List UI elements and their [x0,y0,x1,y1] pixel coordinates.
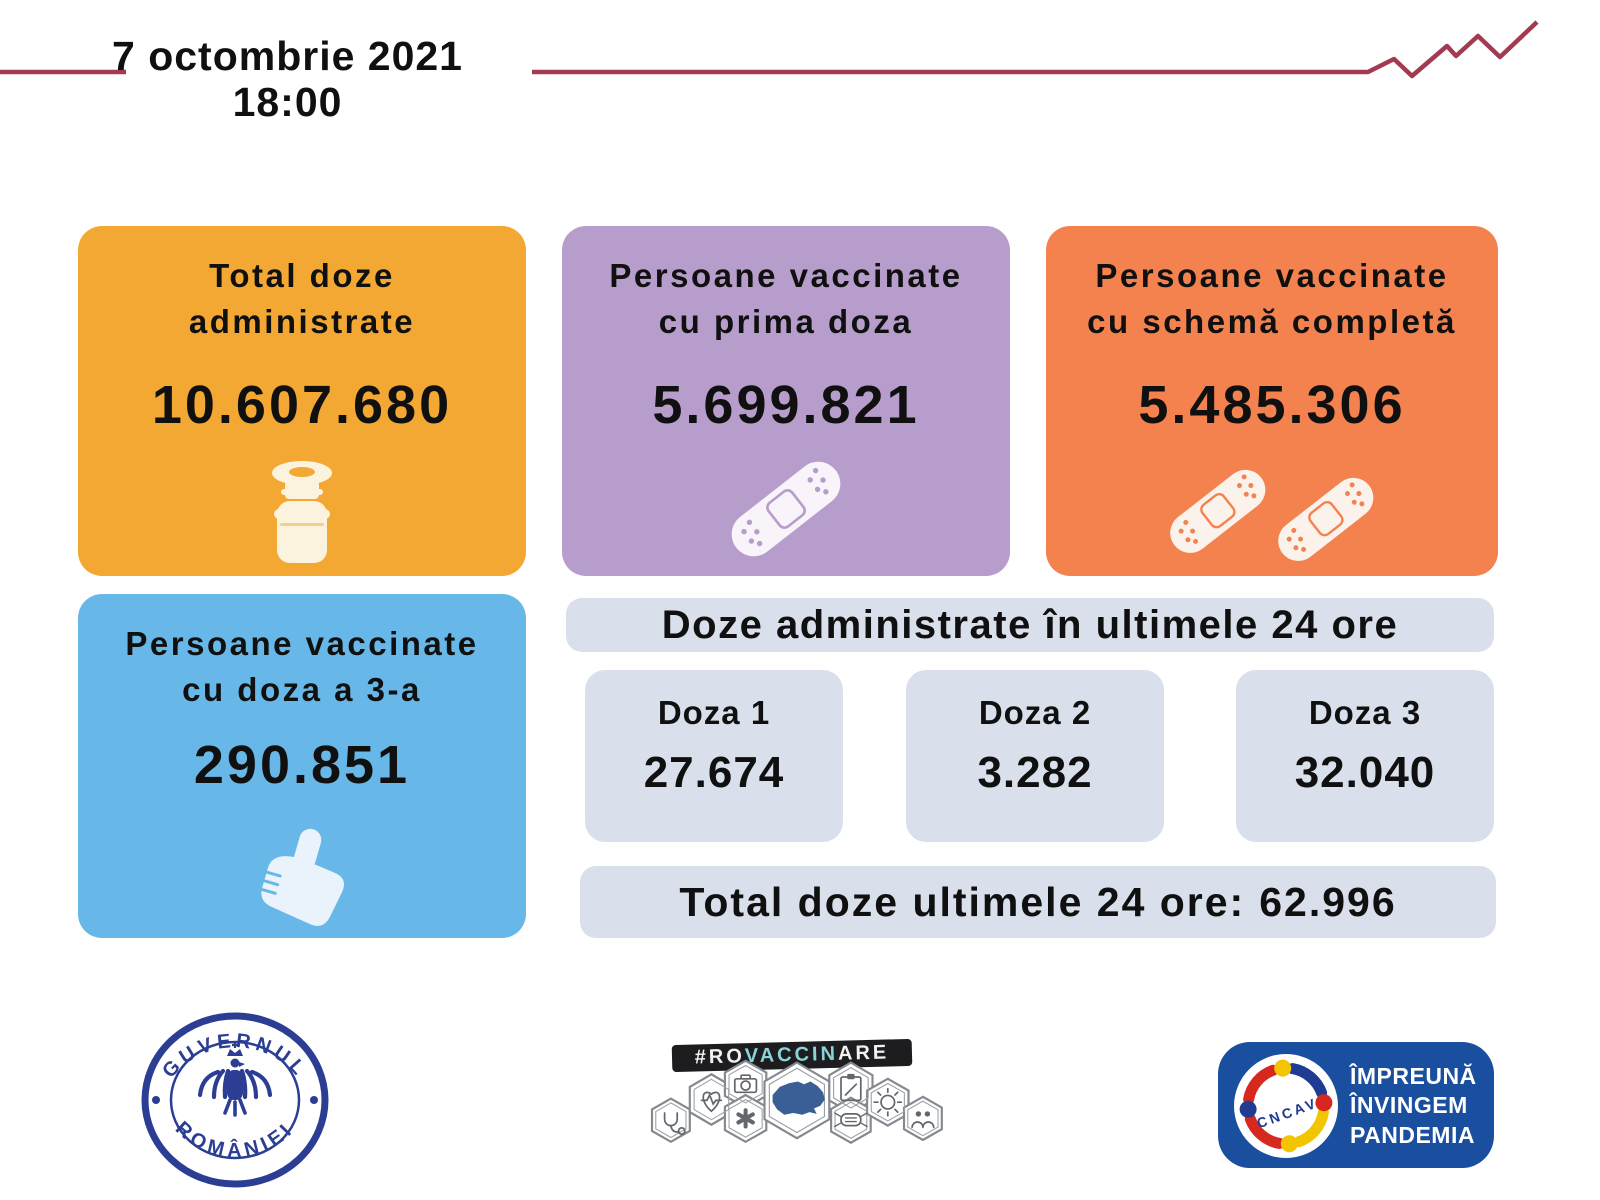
dose1-label: Doza 1 [657,694,771,731]
stat-card-first-dose: Persoane vaccinate cu prima doza 5.699.8… [562,226,1010,576]
people-icon [911,1111,935,1129]
dose1-value: 27.674 [643,748,785,797]
report-date: 7 octombrie 2021 [112,33,463,79]
stat-card-full-scheme: Persoane vaccinate cu schemă completă 5.… [1046,226,1498,576]
cncav-logo: CNCAV ÎMPREUNĂ ÎNVINGEM PANDEMIA [1218,1042,1494,1168]
last24-total-value: 62.996 [1259,878,1397,925]
card-value: 5.485.306 [1138,375,1406,435]
romania-map-icon [772,1081,825,1115]
virus-icon [873,1087,903,1117]
face-mask-icon [834,1112,868,1128]
stat-card-total-doses: Total doze administrate 10.607.680 [78,226,526,576]
dose3-box: Doza 3 32.040 [1236,670,1494,842]
last24-header: Doze administrate în ultimele 24 ore [566,598,1494,652]
medical-cross-icon [736,1108,755,1129]
card-title: Total doze administrate [188,257,416,340]
dose3-label: Doza 3 [1308,694,1422,731]
last24-total-bar: Total doze ultimele 24 ore: 62.996 [580,866,1496,938]
government-of-romania-logo: GUVERNUL ROMÂNIEI [141,1012,329,1188]
dose2-value: 3.282 [977,748,1093,797]
bandage-icon [562,454,1010,564]
cncav-slogan: ÎMPREUNĂ ÎNVINGEM PANDEMIA [1350,1063,1477,1148]
red-trend-line [0,20,1539,79]
card-value: 5.699.821 [652,375,920,435]
dose2-label: Doza 2 [978,694,1092,731]
card-value: 290.851 [193,735,411,795]
dose3-value: 32.040 [1294,748,1436,797]
card-title: Persoane vaccinate cu schemă completă [1087,257,1457,340]
card-title: Persoane vaccinate cu prima doza [609,257,963,340]
dose2-box: Doza 2 3.282 [906,670,1164,842]
card-value: 10.607.680 [151,375,453,435]
stethoscope-icon [663,1112,686,1136]
double-bandage-icon [1046,454,1498,564]
dose1-box: Doza 1 27.674 [585,670,843,842]
report-datetime: 7 octombrie 2021 18:00 [95,33,480,126]
cncav-emblem: CNCAV [1234,1054,1338,1158]
report-time: 18:00 [232,78,343,125]
rovaccinare-hexagon-icons [650,1059,943,1144]
camera-icon [733,1074,758,1094]
heart-pulse-icon [700,1091,723,1113]
vaccine-vial-icon [78,460,526,564]
rovaccinare-logo: #RO VACCIN ARE [622,1034,970,1169]
last24-total-label: Total doze ultimele 24 ore: [679,878,1246,925]
card-title: Persoane vaccinate cu doza a 3-a [125,625,479,708]
coat-of-arms-eagle [197,1042,273,1117]
stat-card-third-dose: Persoane vaccinate cu doza a 3-a 290.851 [78,594,526,938]
clipboard-icon [840,1073,862,1102]
thumbs-up-icon [78,826,526,926]
